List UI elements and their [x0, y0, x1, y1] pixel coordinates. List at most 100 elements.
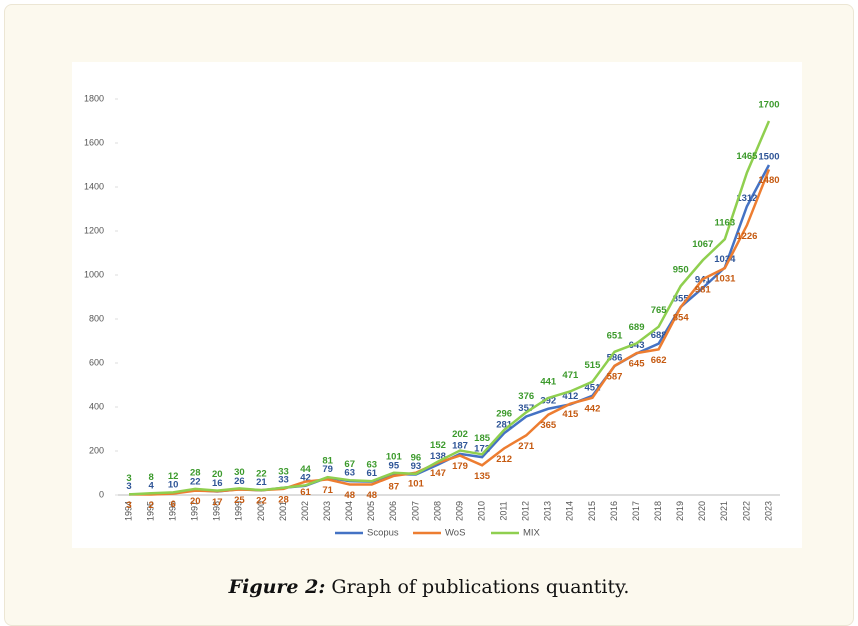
- x-tick-label: 2008: [432, 501, 442, 521]
- data-label: 442: [585, 403, 601, 414]
- data-label: 63: [366, 460, 377, 471]
- data-label: 42: [300, 472, 311, 483]
- y-tick-label: 1200: [84, 225, 104, 235]
- x-tick-label: 2019: [675, 501, 685, 521]
- data-label: 138: [430, 451, 446, 462]
- x-tick-label: 2017: [631, 501, 641, 521]
- data-label: 515: [585, 360, 602, 371]
- y-tick-label: 400: [89, 401, 104, 411]
- y-tick-label: 800: [89, 313, 104, 323]
- caption-label: Figure 2:: [228, 576, 326, 598]
- x-tick-label: 2005: [366, 501, 376, 521]
- x-tick-label: 2023: [763, 501, 773, 521]
- x-tick-label: 2015: [587, 501, 597, 521]
- data-label: 71: [322, 485, 333, 496]
- data-label: 26: [234, 476, 245, 487]
- data-label: 16: [212, 478, 223, 489]
- data-label: 412: [562, 391, 578, 402]
- data-label: 376: [518, 391, 534, 402]
- data-label: 451: [585, 382, 602, 393]
- x-tick-label: 1999: [234, 501, 244, 521]
- data-label: 81: [322, 456, 333, 467]
- y-tick-label: 600: [89, 357, 104, 367]
- x-tick-label: 2001: [278, 501, 288, 521]
- y-tick-label: 1000: [84, 269, 104, 279]
- data-label: 281: [496, 420, 513, 431]
- x-tick-label: 2020: [697, 501, 707, 521]
- data-label: 689: [629, 322, 645, 333]
- data-label: 22: [256, 496, 267, 507]
- data-label: 33: [278, 466, 289, 477]
- x-tick-label: 1996: [168, 501, 178, 521]
- x-tick-label: 2016: [609, 501, 619, 521]
- data-label: 6: [171, 499, 176, 510]
- y-tick-label: 1400: [84, 181, 104, 191]
- data-label: 179: [452, 461, 468, 472]
- x-tick-label: 2000: [256, 501, 266, 521]
- x-tick-label: 1995: [145, 501, 155, 521]
- data-label: 79: [322, 464, 333, 475]
- data-label: 1312: [736, 193, 757, 204]
- data-label: 586: [607, 353, 623, 364]
- data-label: 3: [126, 473, 131, 484]
- y-tick-label: 200: [89, 445, 104, 455]
- data-label: 4: [148, 481, 154, 492]
- data-label: 2: [148, 500, 153, 511]
- data-label: 30: [234, 467, 245, 478]
- data-label: 688: [651, 330, 667, 341]
- data-label: 10: [168, 479, 179, 490]
- data-label: 187: [452, 440, 468, 451]
- data-label: 415: [562, 409, 579, 420]
- x-tick-label: 1994: [123, 501, 133, 521]
- data-label: 1031: [714, 274, 736, 285]
- data-label: 357: [518, 403, 534, 414]
- x-tick-label: 2006: [388, 501, 398, 521]
- x-tick-label: 2021: [719, 501, 729, 521]
- legend-label: Scopus: [367, 528, 399, 539]
- x-tick-label: 2018: [653, 501, 663, 521]
- data-label: 1465: [736, 151, 758, 162]
- data-label: 212: [496, 454, 512, 465]
- data-label: 471: [562, 370, 579, 381]
- data-label: 135: [474, 471, 491, 482]
- x-tick-label: 2011: [499, 501, 509, 520]
- x-tick-label: 2022: [741, 501, 751, 521]
- data-label: 63: [344, 468, 355, 479]
- x-tick-label: 2013: [543, 501, 553, 521]
- data-label: 1163: [715, 218, 736, 229]
- data-label: 93: [411, 461, 422, 472]
- x-tick-label: 2004: [344, 501, 354, 521]
- data-label: 854: [673, 313, 690, 324]
- data-label: 152: [430, 440, 446, 451]
- data-label: 981: [695, 285, 712, 296]
- data-label: 651: [607, 330, 624, 341]
- data-label: 185: [474, 433, 491, 444]
- x-tick-label: 2007: [410, 501, 420, 521]
- data-label: 22: [190, 477, 201, 488]
- data-label: 441: [540, 376, 557, 387]
- data-label: 101: [408, 478, 425, 489]
- y-tick-label: 0: [99, 489, 104, 499]
- data-label: 765: [651, 305, 668, 316]
- data-label: 587: [607, 371, 623, 382]
- data-label: 392: [540, 395, 556, 406]
- data-label: 95: [389, 461, 400, 472]
- data-label: 3: [126, 481, 131, 492]
- data-label: 365: [540, 420, 557, 431]
- data-label: 950: [673, 265, 689, 276]
- data-label: 20: [190, 496, 201, 507]
- x-tick-label: 1997: [190, 501, 200, 521]
- data-label: 8: [148, 472, 153, 483]
- data-label: 643: [629, 340, 645, 351]
- data-label: 101: [386, 451, 403, 462]
- x-tick-label: 2010: [476, 501, 486, 521]
- data-label: 1067: [692, 239, 713, 250]
- legend-label: MIX: [523, 528, 541, 539]
- data-label: 855: [673, 293, 690, 304]
- y-tick-label: 1800: [84, 93, 104, 103]
- x-tick-label: 2014: [565, 501, 575, 521]
- data-label: 87: [389, 481, 400, 492]
- data-label: 296: [496, 408, 512, 419]
- data-label: 1034: [714, 254, 736, 265]
- data-label: 1700: [758, 100, 779, 111]
